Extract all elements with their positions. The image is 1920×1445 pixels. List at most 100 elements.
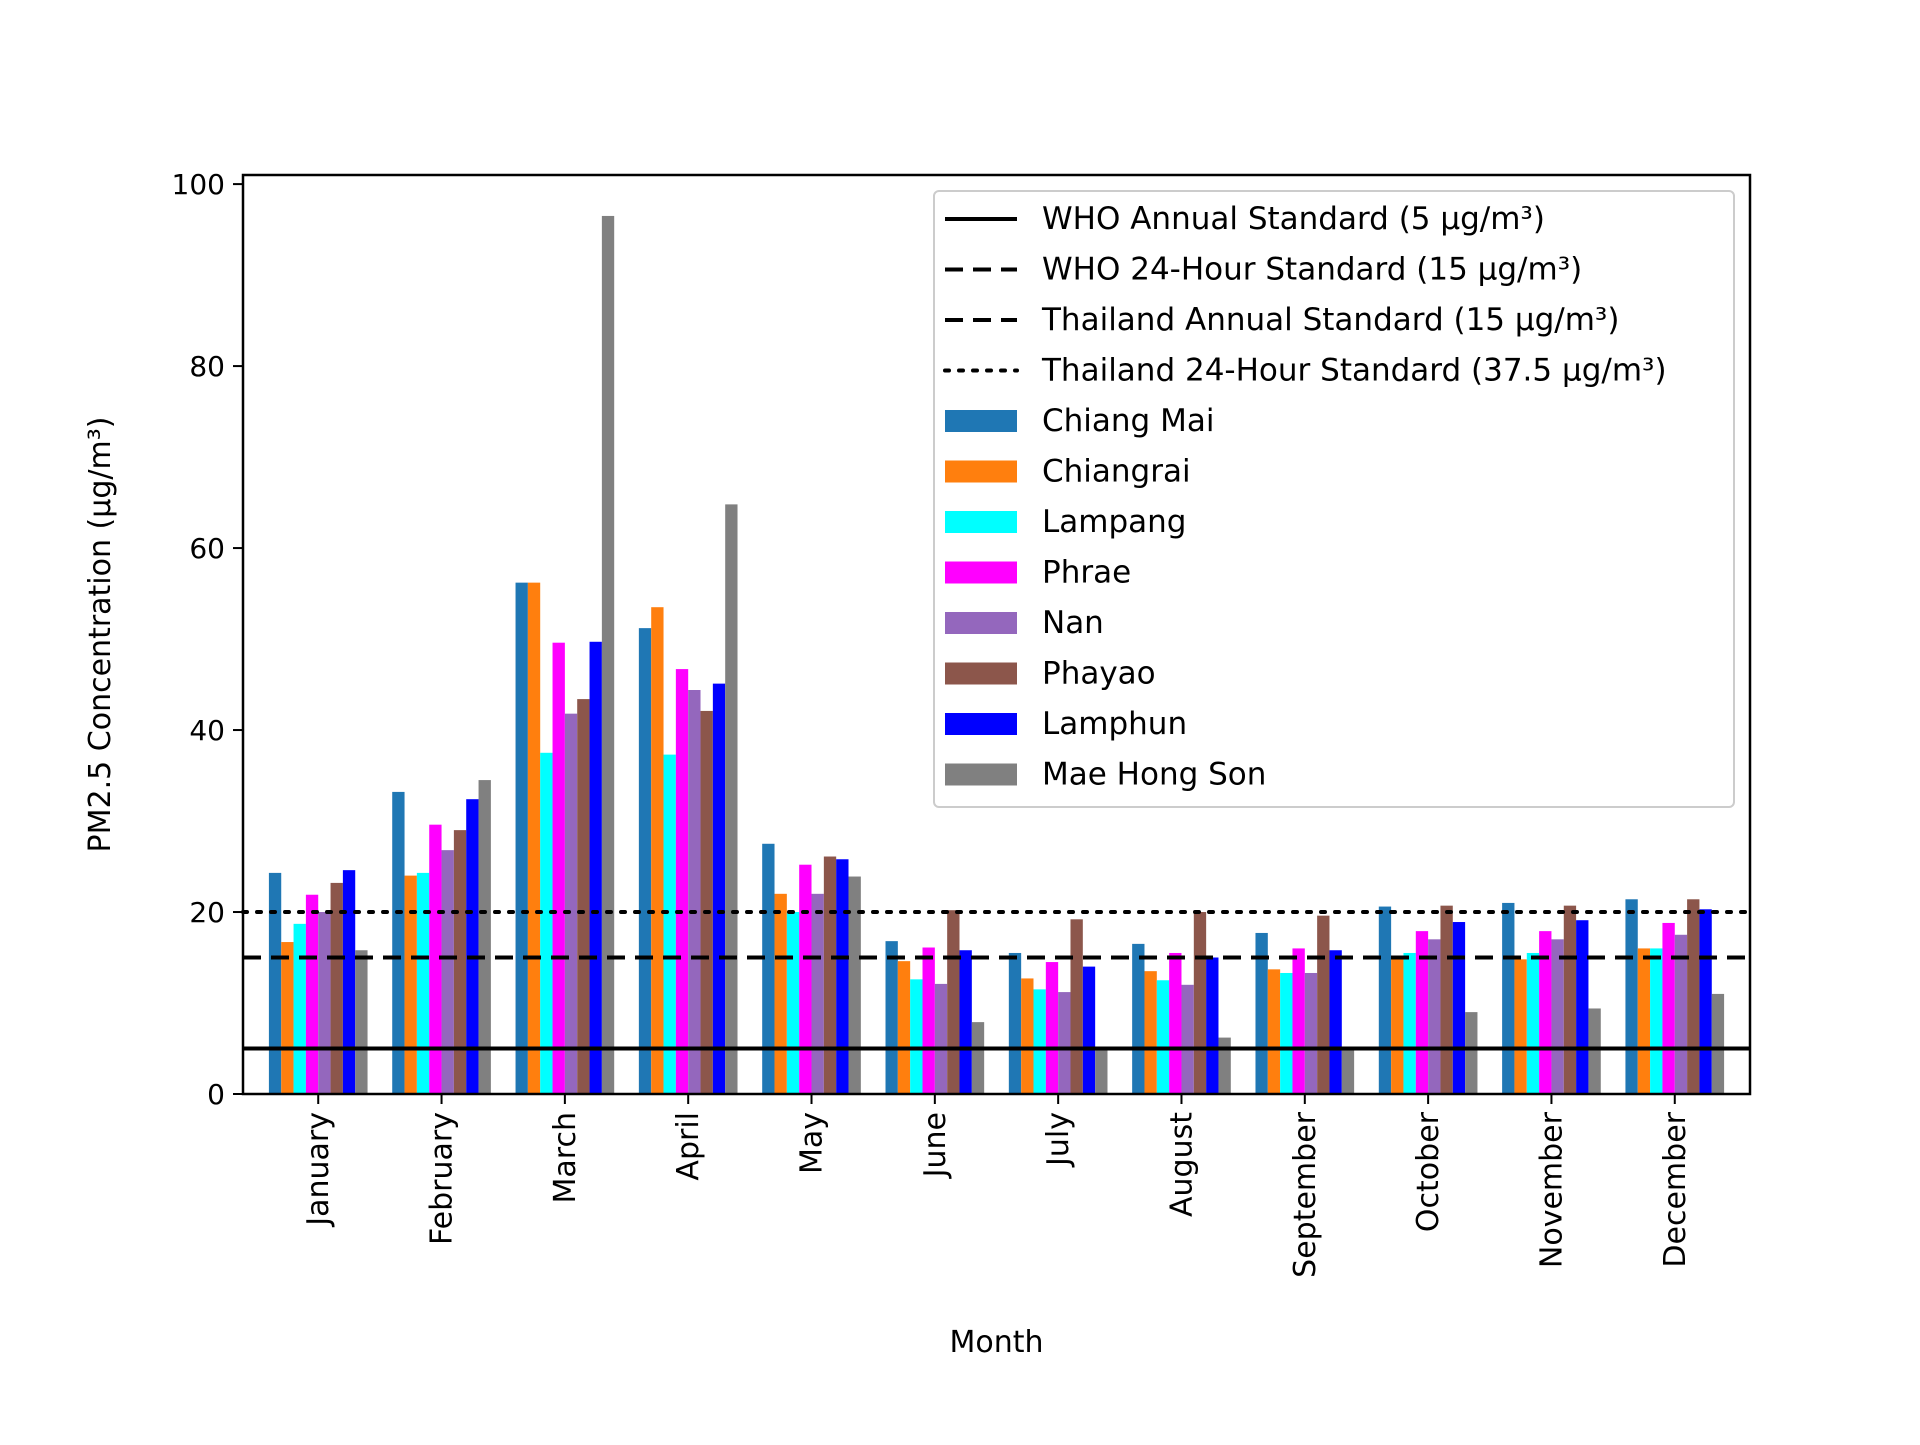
bar-lamphun-september bbox=[1329, 950, 1342, 1094]
bar-chiang-mai-june bbox=[885, 941, 898, 1094]
legend-label: Lampang bbox=[1042, 504, 1186, 540]
bar-phrae-april bbox=[675, 669, 689, 1094]
legend-label: Phayao bbox=[1042, 656, 1156, 692]
x-tick-label-april: April bbox=[671, 1112, 706, 1181]
bar-phayao-march bbox=[577, 699, 590, 1094]
bar-phrae-may bbox=[799, 864, 812, 1094]
legend-box bbox=[933, 190, 1735, 808]
bar-lampang-november bbox=[1526, 952, 1540, 1094]
bar-phrae-october bbox=[1415, 931, 1429, 1094]
legend-swatch-nan bbox=[945, 612, 1017, 634]
bar-nan-february bbox=[441, 850, 454, 1094]
bar-chiangrai-january bbox=[281, 942, 294, 1094]
legend-label: Nan bbox=[1042, 605, 1104, 641]
bar-phrae-june bbox=[922, 947, 935, 1094]
bar-mae-hong-son-march bbox=[601, 215, 615, 1094]
bar-lamphun-november bbox=[1576, 920, 1589, 1094]
x-tick-label-november: November bbox=[1534, 1111, 1569, 1268]
bar-phayao-january bbox=[330, 882, 343, 1094]
bar-chiang-mai-february bbox=[392, 791, 405, 1094]
bar-mae-hong-son-january bbox=[355, 950, 368, 1094]
bar-chiang-mai-march bbox=[515, 582, 528, 1094]
bar-lampang-september bbox=[1280, 972, 1293, 1094]
y-tick-label: 80 bbox=[189, 350, 225, 383]
bar-nan-march bbox=[564, 713, 578, 1094]
bar-chiangrai-august bbox=[1144, 971, 1157, 1094]
bars-group bbox=[268, 215, 1725, 1094]
bar-lamphun-october bbox=[1452, 922, 1466, 1094]
bar-phayao-august bbox=[1193, 912, 1207, 1094]
x-tick-label-september: September bbox=[1288, 1111, 1323, 1277]
bar-lampang-february bbox=[416, 872, 430, 1094]
bar-mae-hong-son-july bbox=[1095, 1048, 1108, 1094]
y-tick-label: 40 bbox=[189, 714, 225, 747]
legend-swatch-chiangrai bbox=[945, 460, 1017, 483]
bar-chiangrai-march bbox=[527, 582, 541, 1094]
legend-label: Thailand Annual Standard (15 µg/m³) bbox=[1041, 302, 1619, 338]
bar-phayao-december bbox=[1687, 899, 1700, 1094]
bar-mae-hong-son-june bbox=[971, 1022, 985, 1094]
legend-label: WHO 24-Hour Standard (15 µg/m³) bbox=[1042, 252, 1582, 288]
bar-nan-may bbox=[811, 893, 824, 1094]
bar-chiangrai-may bbox=[774, 893, 787, 1094]
bar-mae-hong-son-december bbox=[1711, 993, 1725, 1094]
bar-phrae-november bbox=[1539, 931, 1552, 1094]
bar-phrae-august bbox=[1169, 952, 1182, 1094]
legend-label: Chiangrai bbox=[1042, 454, 1191, 490]
x-tick-label-january: January bbox=[301, 1112, 336, 1228]
y-tick-label: 20 bbox=[189, 896, 225, 929]
legend-label: Mae Hong Son bbox=[1042, 757, 1266, 793]
legend-swatch-lampang bbox=[945, 511, 1017, 533]
bar-lamphun-april bbox=[712, 683, 726, 1094]
bar-phayao-may bbox=[823, 856, 837, 1094]
bar-nan-september bbox=[1304, 972, 1318, 1094]
bar-nan-august bbox=[1181, 984, 1194, 1094]
bar-chiang-mai-november bbox=[1502, 902, 1515, 1094]
bar-lampang-december bbox=[1650, 948, 1663, 1094]
bar-lampang-july bbox=[1033, 989, 1046, 1094]
bar-lamphun-june bbox=[959, 950, 972, 1094]
bar-phayao-april bbox=[700, 710, 713, 1094]
bar-nan-november bbox=[1551, 939, 1564, 1094]
bar-lamphun-march bbox=[589, 641, 602, 1094]
bar-phayao-november bbox=[1563, 905, 1577, 1094]
bar-nan-december bbox=[1674, 934, 1688, 1094]
bar-phrae-february bbox=[429, 824, 442, 1094]
plot-frame bbox=[241, 173, 1752, 1096]
y-axis-label: PM2.5 Concentration (µg/m³) bbox=[83, 417, 118, 853]
bar-mae-hong-son-may bbox=[848, 876, 861, 1094]
bar-lampang-march bbox=[540, 752, 553, 1094]
bar-chiang-mai-april bbox=[638, 628, 652, 1094]
bar-phrae-march bbox=[552, 642, 565, 1094]
legend-label: Chiang Mai bbox=[1042, 403, 1214, 439]
bar-chiangrai-june bbox=[897, 961, 911, 1094]
bar-chiang-mai-january bbox=[268, 872, 282, 1094]
bar-chiangrai-october bbox=[1391, 959, 1404, 1094]
y-tick-label: 60 bbox=[189, 532, 225, 565]
bar-lamphun-december bbox=[1699, 909, 1712, 1094]
bar-mae-hong-son-august bbox=[1218, 1037, 1231, 1094]
bar-chiang-mai-august bbox=[1132, 943, 1145, 1094]
bar-mae-hong-son-april bbox=[725, 504, 738, 1094]
bar-nan-july bbox=[1058, 992, 1071, 1094]
bar-nan-april bbox=[688, 690, 701, 1094]
bar-chiang-mai-october bbox=[1378, 906, 1392, 1094]
legend-label: Thailand 24-Hour Standard (37.5 µg/m³) bbox=[1041, 353, 1667, 389]
bar-chiangrai-april bbox=[651, 607, 664, 1094]
bar-chiangrai-november bbox=[1514, 959, 1527, 1094]
bar-chiang-mai-december bbox=[1625, 899, 1638, 1094]
bar-lamphun-may bbox=[836, 859, 849, 1094]
bar-lamphun-july bbox=[1082, 966, 1096, 1094]
bar-lampang-april bbox=[663, 754, 676, 1094]
bar-nan-october bbox=[1428, 939, 1441, 1094]
bar-chiang-mai-july bbox=[1008, 952, 1022, 1094]
bar-nan-june bbox=[934, 983, 948, 1094]
x-axis-label: Month bbox=[949, 1325, 1043, 1360]
legend-swatch-phayao bbox=[945, 662, 1017, 685]
bar-chiangrai-december bbox=[1637, 948, 1651, 1094]
bar-phayao-february bbox=[453, 830, 467, 1094]
bar-lamphun-august bbox=[1206, 957, 1219, 1094]
bar-chiang-mai-september bbox=[1255, 932, 1268, 1094]
